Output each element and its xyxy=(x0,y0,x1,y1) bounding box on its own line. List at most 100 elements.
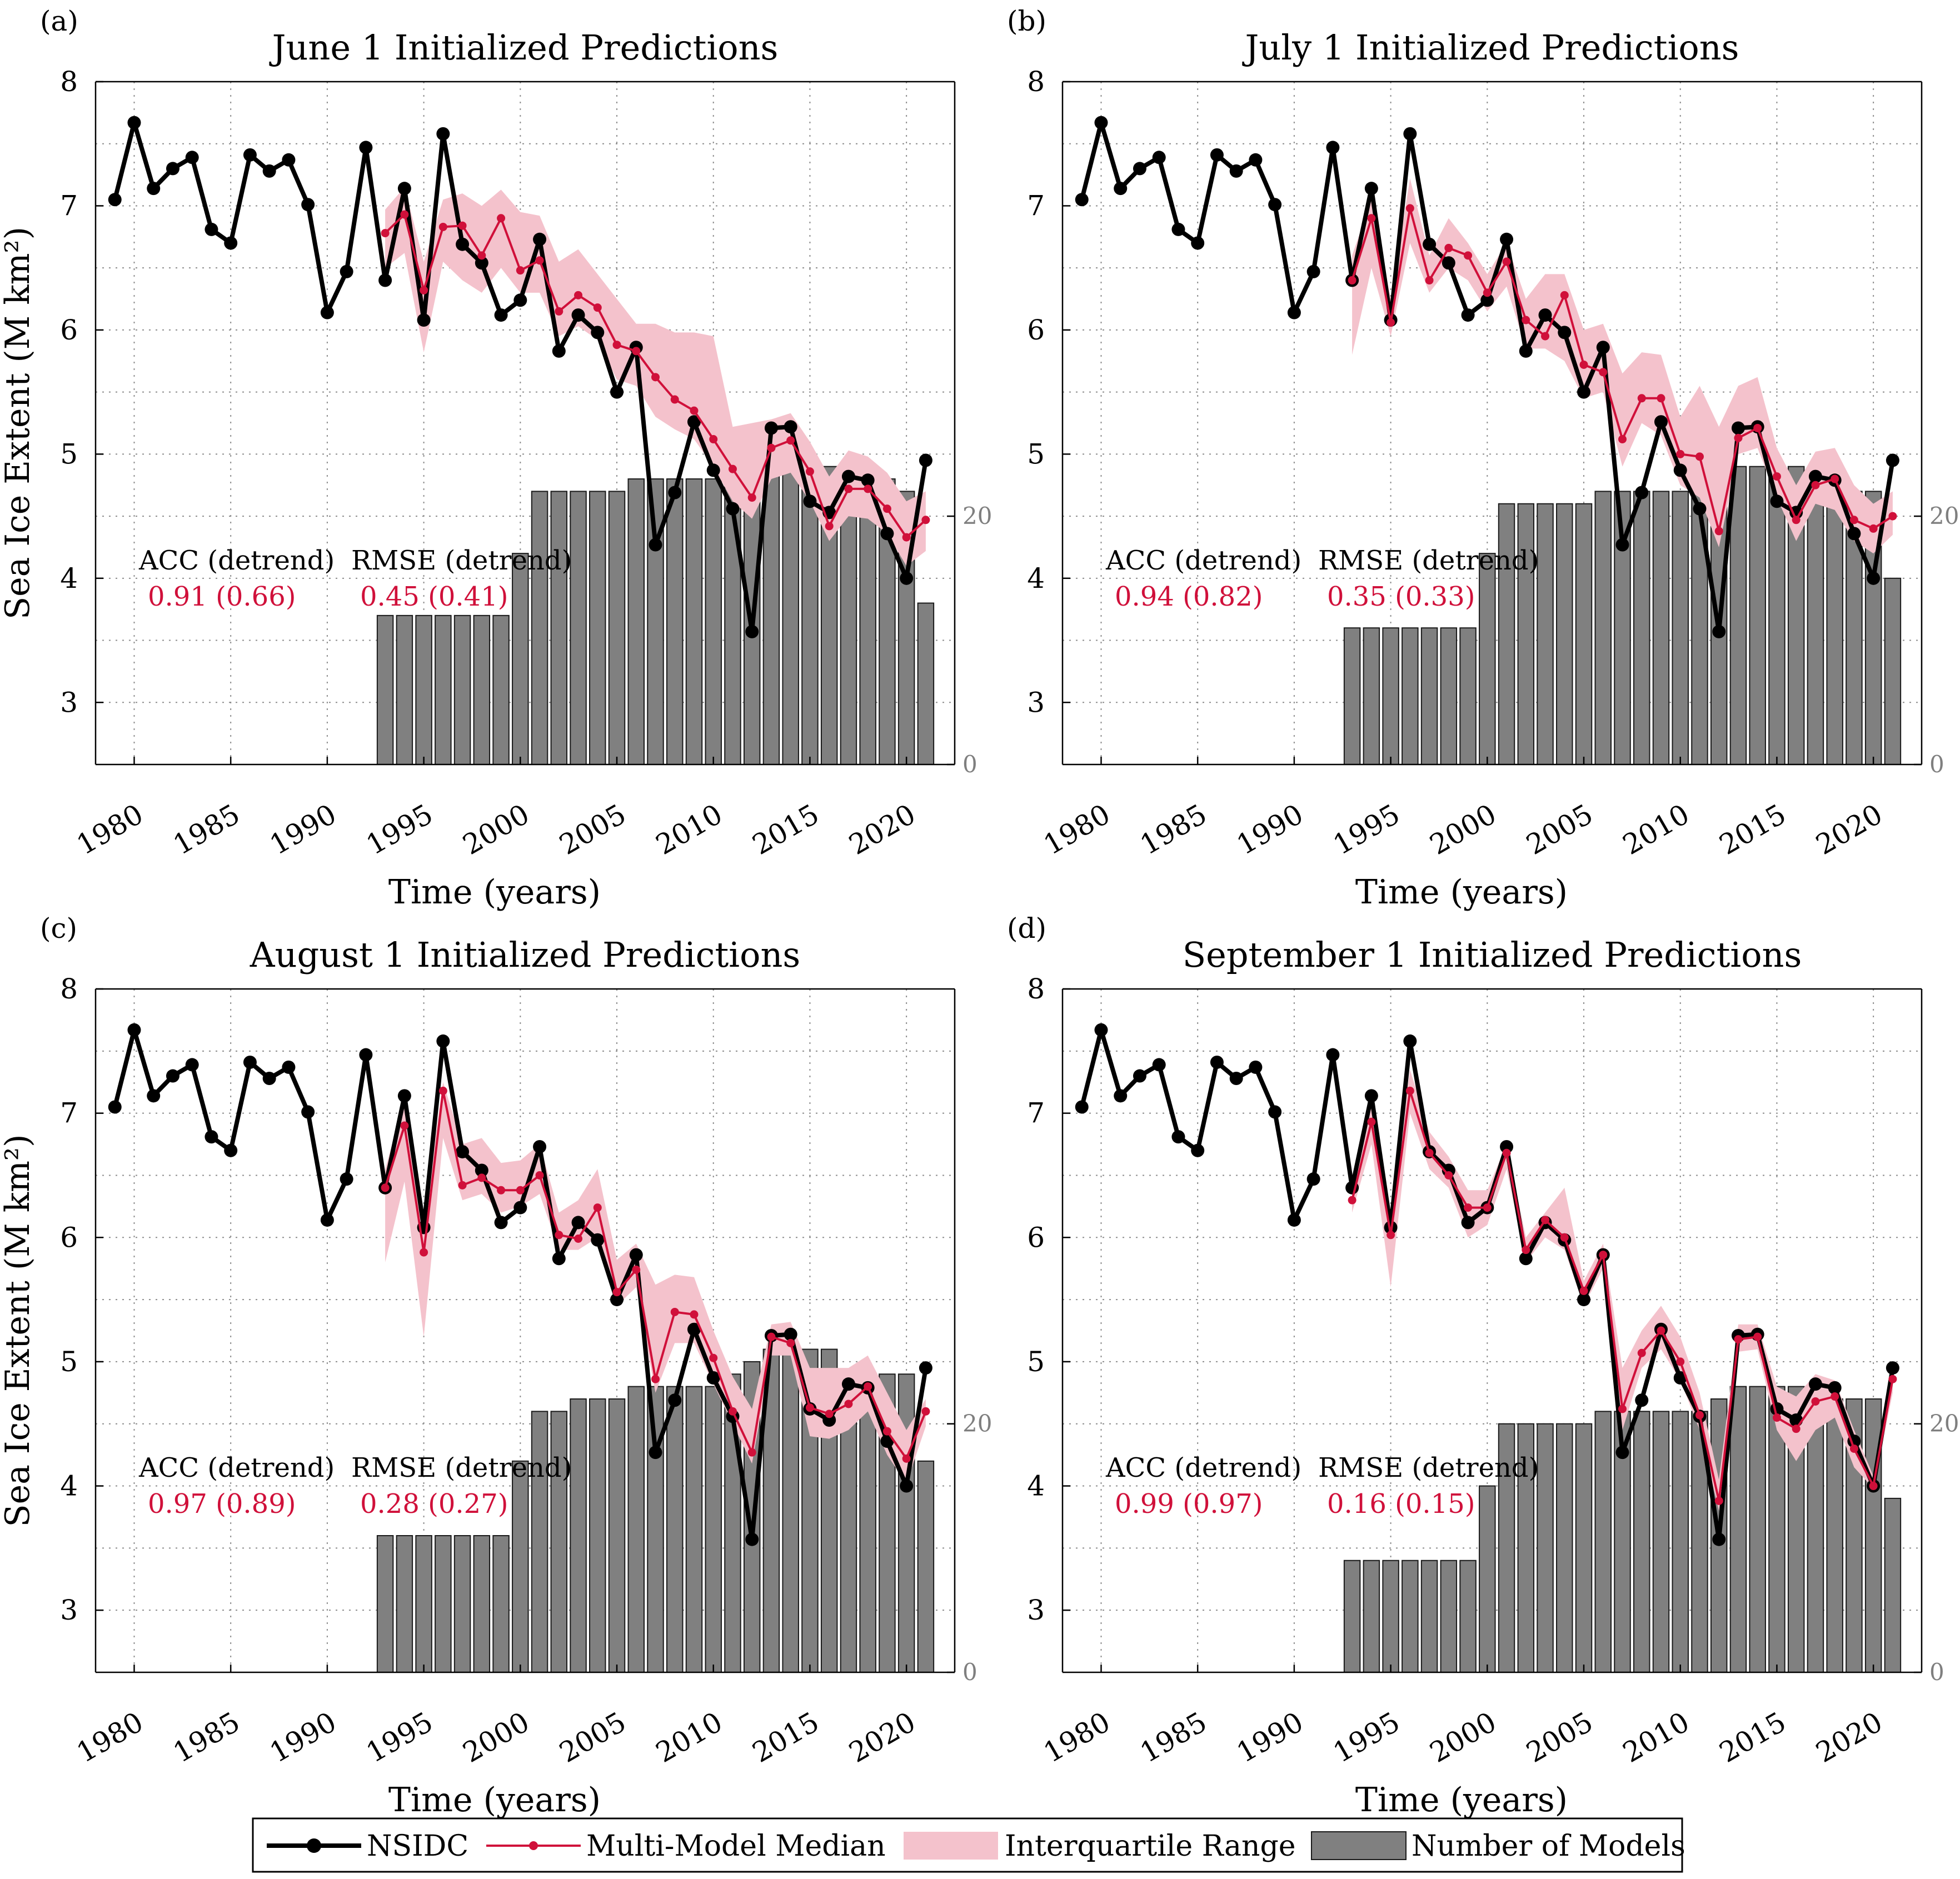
nsidc-point xyxy=(1364,1089,1378,1103)
model-count-bar xyxy=(1440,627,1458,765)
nsidc-point xyxy=(1673,463,1687,477)
right-tick-label: 0 xyxy=(1929,751,1944,778)
median-point xyxy=(728,464,737,473)
nsidc-point xyxy=(1229,1072,1243,1086)
median-point xyxy=(1405,204,1414,213)
median-point xyxy=(1348,1196,1356,1205)
median-point xyxy=(1348,276,1356,285)
model-count-bar xyxy=(1363,1560,1380,1673)
nsidc-point xyxy=(1500,232,1514,246)
nsidc-point xyxy=(243,148,257,162)
x-axis-label: Time (years) xyxy=(388,873,601,912)
nsidc-point xyxy=(359,141,373,154)
y-tick-label: 4 xyxy=(1027,1470,1045,1502)
median-point xyxy=(670,1307,679,1316)
median-point xyxy=(921,1407,930,1416)
x-tick-label: 1990 xyxy=(1231,798,1309,861)
nsidc-point xyxy=(1596,341,1610,354)
nsidc-point xyxy=(552,1252,566,1266)
median-point xyxy=(1792,1425,1801,1433)
median-point xyxy=(1753,1332,1762,1341)
nsidc-point xyxy=(1442,256,1455,270)
x-tick-label: 2020 xyxy=(844,1706,921,1769)
nsidc-point xyxy=(1171,222,1185,236)
model-count-bar xyxy=(376,614,394,765)
model-count-bar xyxy=(550,491,568,766)
nsidc-point xyxy=(1094,116,1108,129)
nsidc-point xyxy=(1229,164,1243,178)
model-count-bar xyxy=(1749,1386,1766,1673)
nsidc-point xyxy=(397,1089,411,1103)
nsidc-point xyxy=(127,1023,141,1037)
nsidc-point xyxy=(185,151,199,164)
median-point xyxy=(1849,516,1858,524)
model-count-bar xyxy=(453,614,471,765)
model-count-bar xyxy=(1729,466,1747,765)
model-count-bar xyxy=(512,553,529,765)
model-count-bar xyxy=(1343,1560,1361,1673)
nsidc-point xyxy=(726,502,740,516)
acc-value: 0.91 (0.66) xyxy=(148,581,296,612)
median-point xyxy=(1637,1348,1646,1357)
nsidc-point xyxy=(841,1377,855,1391)
median-point xyxy=(1444,243,1453,252)
median-point xyxy=(709,1353,718,1362)
model-count-bar xyxy=(376,1535,394,1673)
acc-header: ACC (detrend) xyxy=(138,1452,335,1483)
nsidc-point xyxy=(185,1058,199,1072)
rmse-value: 0.16 (0.15) xyxy=(1327,1488,1475,1520)
nsidc-point xyxy=(147,1089,161,1103)
model-count-bar xyxy=(705,1386,722,1673)
nsidc-point xyxy=(1558,326,1572,339)
nsidc-point xyxy=(1210,1055,1224,1069)
model-count-bar xyxy=(1479,1485,1496,1673)
x-axis-label: Time (years) xyxy=(388,1781,601,1820)
y-tick-label: 5 xyxy=(60,1346,78,1378)
median-point xyxy=(1869,524,1878,533)
median-point xyxy=(882,504,891,513)
rmse-header: RMSE (detrend) xyxy=(351,545,572,576)
median-point xyxy=(709,435,718,444)
model-count-bar xyxy=(1420,627,1438,765)
model-count-bar xyxy=(705,478,722,765)
median-point xyxy=(864,484,872,493)
median-point xyxy=(1849,1444,1858,1453)
right-tick-label: 20 xyxy=(1929,502,1959,529)
model-count-bar xyxy=(1479,553,1496,765)
median-point xyxy=(690,1310,699,1319)
median-point xyxy=(477,1173,486,1182)
model-count-bar xyxy=(1807,491,1824,766)
panel-title: September 1 Initialized Predictions xyxy=(1183,934,1802,975)
nsidc-point xyxy=(1654,415,1668,429)
nsidc-point xyxy=(320,306,334,319)
model-count-bar xyxy=(897,1373,915,1673)
x-tick-label: 1995 xyxy=(361,1706,438,1769)
median-point xyxy=(1772,472,1781,481)
nsidc-point xyxy=(1133,162,1146,176)
y-tick-label: 4 xyxy=(1027,562,1045,594)
model-count-bar xyxy=(531,1411,548,1673)
median-point xyxy=(1637,394,1646,403)
model-count-bar xyxy=(415,1535,432,1673)
model-count-bar xyxy=(627,1386,645,1673)
y-tick-label: 8 xyxy=(1027,973,1045,1005)
nsidc-point xyxy=(359,1048,373,1062)
nsidc-point xyxy=(243,1055,257,1069)
x-tick-label: 1990 xyxy=(265,1706,342,1769)
nsidc-point xyxy=(1538,308,1552,322)
nsidc-point xyxy=(706,463,720,477)
nsidc-point xyxy=(108,193,122,207)
y-tick-label: 3 xyxy=(60,1594,78,1626)
nsidc-point xyxy=(1268,1105,1282,1119)
nsidc-point xyxy=(224,236,238,250)
x-tick-label: 2000 xyxy=(457,1706,535,1769)
median-point xyxy=(1831,1392,1839,1401)
model-count-bar xyxy=(1826,491,1843,766)
median-point xyxy=(747,493,756,502)
median-point xyxy=(767,443,776,452)
median-point xyxy=(1734,433,1743,442)
median-point xyxy=(1676,1357,1685,1366)
median-point xyxy=(612,341,621,349)
median-point xyxy=(555,307,563,316)
median-point xyxy=(651,373,660,382)
